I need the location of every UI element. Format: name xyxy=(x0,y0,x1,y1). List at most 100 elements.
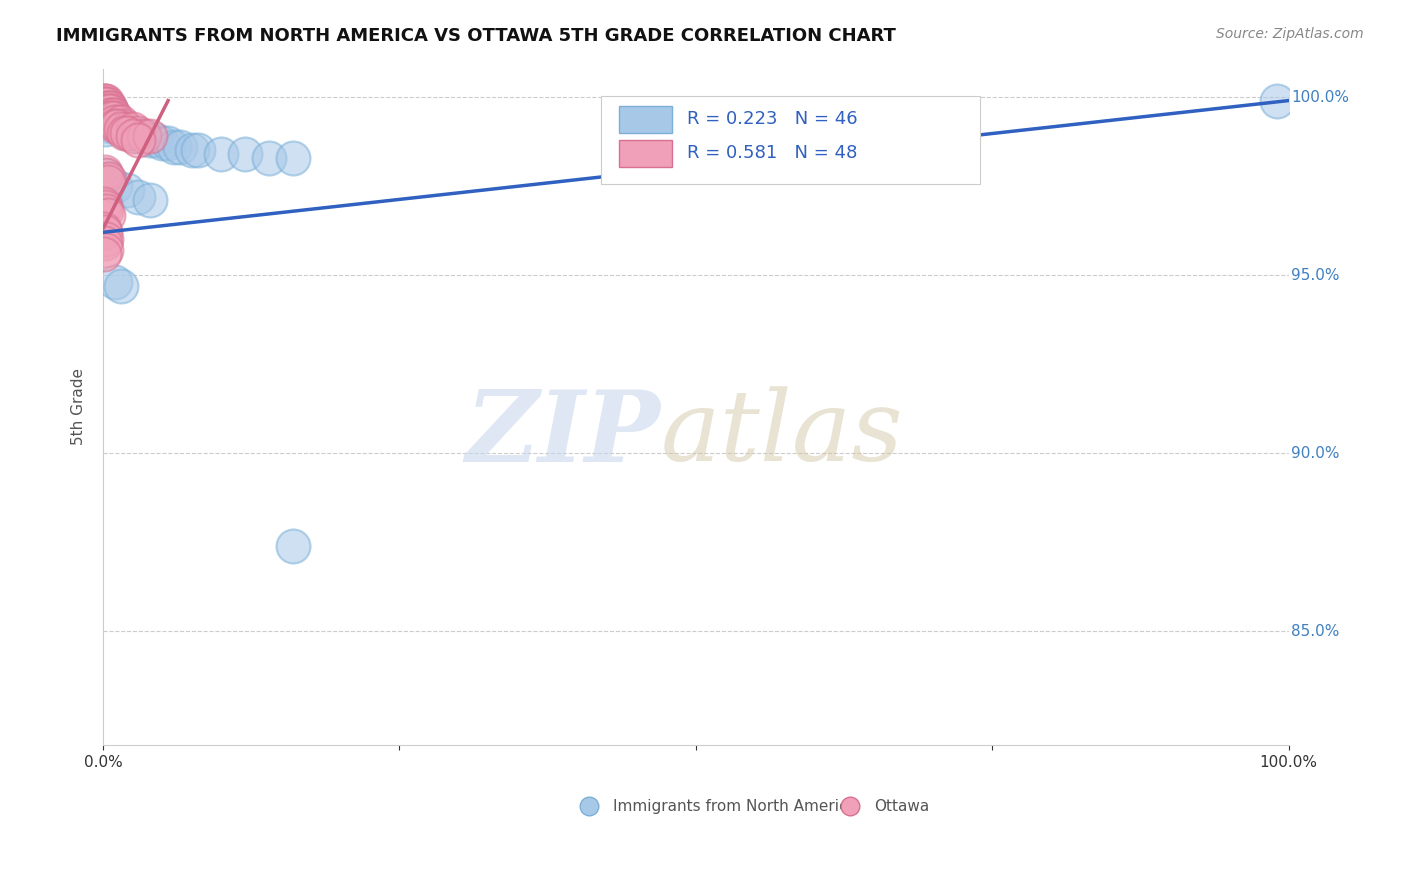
Point xyxy=(281,151,304,165)
Point xyxy=(94,165,117,179)
Point xyxy=(103,108,125,122)
Point xyxy=(93,97,115,112)
Point xyxy=(110,122,132,136)
Point xyxy=(96,94,118,108)
Point xyxy=(110,115,132,129)
Point xyxy=(110,278,132,293)
Point xyxy=(97,115,120,129)
Point xyxy=(94,97,117,112)
Point xyxy=(96,101,118,115)
Point xyxy=(94,235,117,250)
Point xyxy=(97,97,120,112)
Point xyxy=(121,122,143,136)
Point xyxy=(93,246,115,260)
Point xyxy=(127,133,149,147)
Point xyxy=(105,119,128,133)
Text: R = 0.223   N = 46: R = 0.223 N = 46 xyxy=(688,111,858,128)
Point xyxy=(112,119,135,133)
Text: 85.0%: 85.0% xyxy=(1291,624,1340,639)
Point xyxy=(104,179,127,194)
Text: Ottawa: Ottawa xyxy=(873,798,929,814)
Point xyxy=(281,539,304,553)
Point xyxy=(169,140,191,154)
Point xyxy=(134,129,156,144)
Point xyxy=(127,126,149,140)
Point xyxy=(115,126,138,140)
Text: Source: ZipAtlas.com: Source: ZipAtlas.com xyxy=(1216,27,1364,41)
Point xyxy=(145,133,167,147)
Point xyxy=(1265,94,1288,108)
Point xyxy=(97,104,120,119)
Point xyxy=(97,101,120,115)
Text: atlas: atlas xyxy=(661,386,903,482)
Point xyxy=(112,126,135,140)
Text: 95.0%: 95.0% xyxy=(1291,268,1340,283)
Text: 90.0%: 90.0% xyxy=(1291,446,1340,460)
Text: 100.0%: 100.0% xyxy=(1291,89,1348,104)
FancyBboxPatch shape xyxy=(619,139,672,167)
Y-axis label: 5th Grade: 5th Grade xyxy=(72,368,86,445)
FancyBboxPatch shape xyxy=(600,95,980,184)
Point xyxy=(121,129,143,144)
Point xyxy=(103,112,125,126)
Point xyxy=(97,176,120,190)
Text: Immigrants from North America: Immigrants from North America xyxy=(613,798,856,814)
Point xyxy=(94,201,117,215)
Point xyxy=(150,136,173,151)
Point xyxy=(97,208,120,222)
Point xyxy=(96,169,118,183)
Point xyxy=(97,108,120,122)
Point xyxy=(93,197,115,211)
Point xyxy=(96,232,118,246)
Point xyxy=(233,147,256,161)
Text: ZIP: ZIP xyxy=(465,385,661,483)
Point xyxy=(97,104,120,119)
Point xyxy=(104,275,127,289)
Point xyxy=(104,112,127,126)
Point xyxy=(96,104,118,119)
Point xyxy=(127,129,149,144)
Point xyxy=(139,133,162,147)
Point xyxy=(127,190,149,204)
Point xyxy=(96,204,118,219)
Point xyxy=(105,115,128,129)
Point xyxy=(98,119,121,133)
Point xyxy=(115,126,138,140)
Point xyxy=(139,194,162,208)
Point xyxy=(94,169,117,183)
Point xyxy=(110,119,132,133)
Point xyxy=(104,119,127,133)
Text: IMMIGRANTS FROM NORTH AMERICA VS OTTAWA 5TH GRADE CORRELATION CHART: IMMIGRANTS FROM NORTH AMERICA VS OTTAWA … xyxy=(56,27,896,45)
Point xyxy=(94,225,117,239)
Point xyxy=(211,147,233,161)
Point xyxy=(115,183,138,197)
Point xyxy=(97,172,120,186)
Point xyxy=(101,108,124,122)
Point xyxy=(98,108,121,122)
Point xyxy=(100,104,122,119)
Point xyxy=(94,104,117,119)
Point xyxy=(112,122,135,136)
Point xyxy=(105,115,128,129)
Point xyxy=(93,108,115,122)
Point xyxy=(93,94,115,108)
Point xyxy=(104,112,127,126)
Point xyxy=(98,101,121,115)
Point xyxy=(97,172,120,186)
Point xyxy=(115,122,138,136)
Point xyxy=(96,101,118,115)
Point xyxy=(163,140,186,154)
Point xyxy=(103,115,125,129)
Point xyxy=(96,243,118,257)
Point xyxy=(100,112,122,126)
Point xyxy=(94,94,117,108)
Point xyxy=(139,129,162,144)
Point xyxy=(97,101,120,115)
Point xyxy=(101,108,124,122)
Point xyxy=(97,101,120,115)
Point xyxy=(187,144,209,158)
Point xyxy=(180,144,202,158)
Point xyxy=(93,221,115,235)
Text: R = 0.581   N = 48: R = 0.581 N = 48 xyxy=(688,145,858,162)
Point xyxy=(134,129,156,144)
